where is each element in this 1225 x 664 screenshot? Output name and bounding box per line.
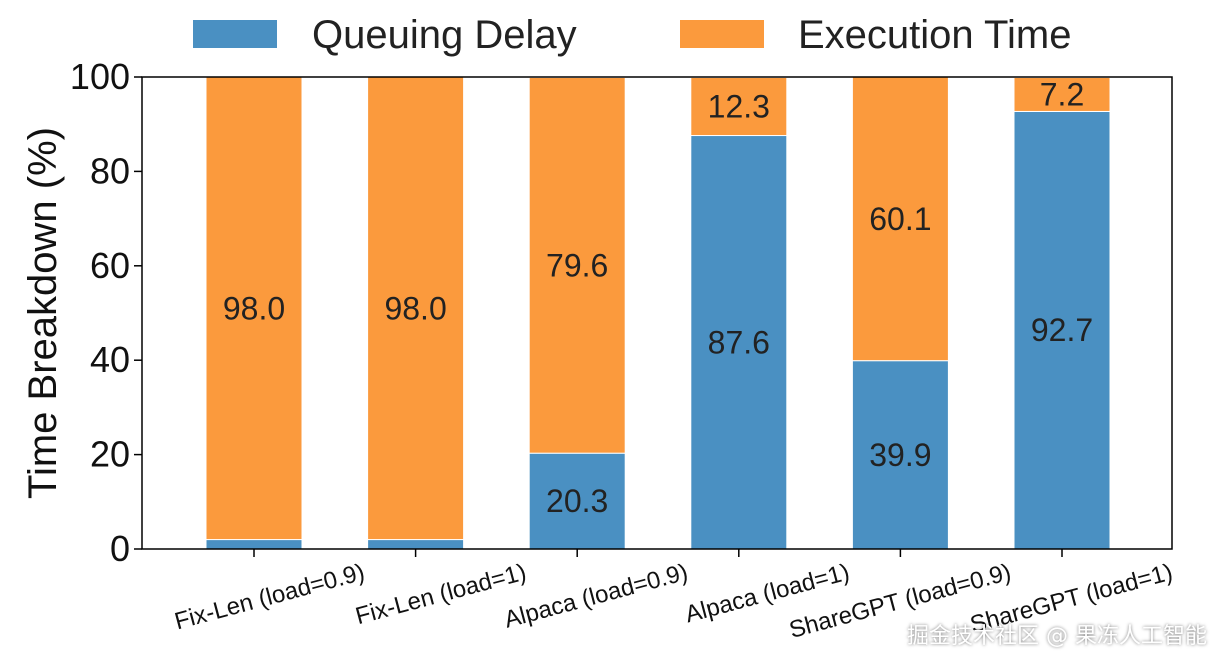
bars	[205, 76, 1111, 550]
legend: Queuing Delay Execution Time	[193, 13, 1071, 57]
bar-queuing-1	[367, 539, 465, 550]
bar-execution-5	[1013, 76, 1111, 112]
y-tick-label: 20	[90, 434, 130, 475]
bar-execution-3	[690, 76, 788, 137]
y-axis-label: Time Breakdown (%)	[21, 127, 65, 499]
bar-queuing-3	[690, 135, 788, 550]
bar-execution-2	[528, 76, 626, 454]
legend-label-queuing: Queuing Delay	[312, 13, 577, 57]
bar-queuing-0	[205, 539, 303, 550]
bar-labels: 98.0 98.0 20.3 79.6 87.6 12.3 39.9 60.1 92.7 7.2	[223, 76, 1093, 519]
bar-label-execution-5: 7.2	[1040, 76, 1084, 112]
bar-label-execution-4: 60.1	[869, 201, 931, 237]
bar-execution-4	[851, 76, 949, 362]
bar-label-execution-0: 98.0	[223, 290, 285, 326]
legend-swatch-execution	[680, 20, 764, 48]
x-tick-label: Fix-Len (load=0.9)	[172, 559, 368, 636]
bar-label-execution-1: 98.0	[384, 290, 446, 326]
x-tick-label: Alpaca (load=0.9)	[501, 559, 690, 634]
bar-label-queuing-5: 92.7	[1031, 312, 1093, 348]
y-tick-label: 80	[90, 150, 130, 191]
y-tick-label: 100	[70, 56, 130, 97]
legend-swatch-queuing	[193, 20, 277, 48]
bar-label-execution-3: 12.3	[708, 89, 770, 125]
plot-frame	[141, 76, 1173, 550]
bar-execution-0	[205, 76, 303, 541]
x-tick-label: Fix-Len (load=1)	[353, 559, 529, 630]
watermark: 掘金技术社区 @ 果冻人工智能	[907, 624, 1207, 649]
y-tick-label: 60	[90, 245, 130, 286]
y-axis: 0 20 40 60 80 100	[70, 56, 142, 569]
legend-label-execution: Execution Time	[798, 13, 1071, 57]
bar-label-queuing-3: 87.6	[708, 324, 770, 360]
y-tick-label: 0	[110, 528, 130, 569]
y-tick-label: 40	[90, 339, 130, 380]
bar-label-queuing-4: 39.9	[869, 437, 931, 473]
bar-execution-1	[367, 76, 465, 541]
bar-label-queuing-2: 20.3	[546, 483, 608, 519]
bar-label-execution-2: 79.6	[546, 247, 608, 283]
